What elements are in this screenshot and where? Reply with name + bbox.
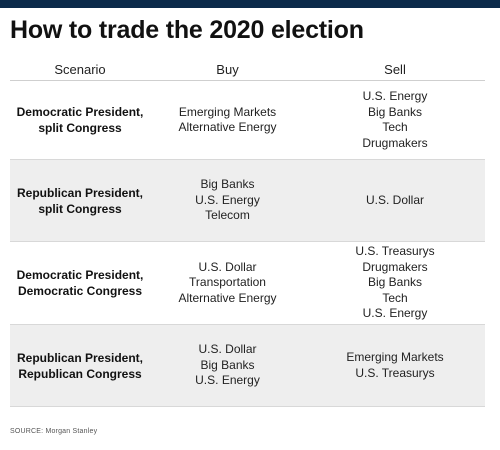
table-row: Democratic President, split Congress Eme… [10,81,485,160]
scenario-line: Democratic President, [16,105,144,119]
buy-item: U.S. Energy [195,373,260,388]
sell-cell: U.S. Energy Big Banks Tech Drugmakers [305,89,485,151]
buy-item: U.S. Dollar [198,259,257,274]
sell-item: Drugmakers [362,135,428,150]
scenario-cell: Republican President, split Congress [10,185,150,217]
buy-item: Alternative Energy [178,120,277,134]
table-row: Democratic President, Democratic Congres… [10,242,485,325]
sell-item: U.S. Energy [362,306,428,321]
buy-item: Telecom [205,208,250,223]
scenario-cell: Democratic President, Democratic Congres… [10,267,150,299]
table-row: Republican President, split Congress Big… [10,160,485,242]
header-scenario: Scenario [54,61,106,77]
buy-cell: Big Banks U.S. Energy Telecom [150,177,305,224]
sell-cell: U.S. Treasurys Drugmakers Big Banks Tech… [305,244,485,322]
sell-item: Tech [382,290,408,305]
buy-item: Big Banks [200,357,255,372]
sell-item: Drugmakers [362,259,428,274]
buy-cell: Emerging Markets Alternative Energy [150,105,305,136]
buy-item: Emerging Markets [178,104,277,119]
scenario-line: Democratic Congress [17,284,143,298]
buy-item: U.S. Dollar [198,342,257,357]
scenario-line: split Congress [38,201,122,216]
buy-item: Big Banks [200,177,255,192]
sell-item: U.S. Dollar [365,192,424,207]
sell-cell: Emerging Markets U.S. Treasurys [305,350,485,381]
sell-item: Big Banks [367,104,423,119]
scenario-line: Republican Congress [18,366,142,381]
scenario-line: Democratic President, [16,268,144,282]
scenario-cell: Democratic President, split Congress [10,104,150,136]
sell-item: Tech [382,120,408,134]
table-header-row: Scenario Buy Sell [10,58,485,81]
buy-cell: U.S. Dollar Transportation Alternative E… [150,260,305,307]
scenario-line: Republican President, [16,185,144,200]
sell-item: U.S. Treasurys [355,244,435,259]
page-title: How to trade the 2020 election [10,16,364,44]
buy-item: Transportation [189,275,266,290]
sell-item: U.S. Treasurys [355,365,435,380]
sell-item: Big Banks [367,275,423,290]
trade-table: Scenario Buy Sell Democratic President, … [10,58,485,407]
buy-cell: U.S. Dollar Big Banks U.S. Energy [150,342,305,389]
top-accent-bar [0,0,500,8]
header-buy: Buy [216,61,239,77]
sell-item: U.S. Energy [362,89,428,103]
table-row: Republican President, Republican Congres… [10,325,485,407]
sell-item: Emerging Markets [346,350,444,364]
buy-item: U.S. Energy [195,192,260,207]
scenario-cell: Republican President, Republican Congres… [10,350,150,382]
source-note: SOURCE: Morgan Stanley [10,428,98,435]
scenario-line: split Congress [38,121,122,135]
sell-cell: U.S. Dollar [305,193,485,209]
header-sell: Sell [384,61,406,77]
buy-item: Alternative Energy [178,290,277,305]
scenario-line: Republican President, [16,350,144,365]
